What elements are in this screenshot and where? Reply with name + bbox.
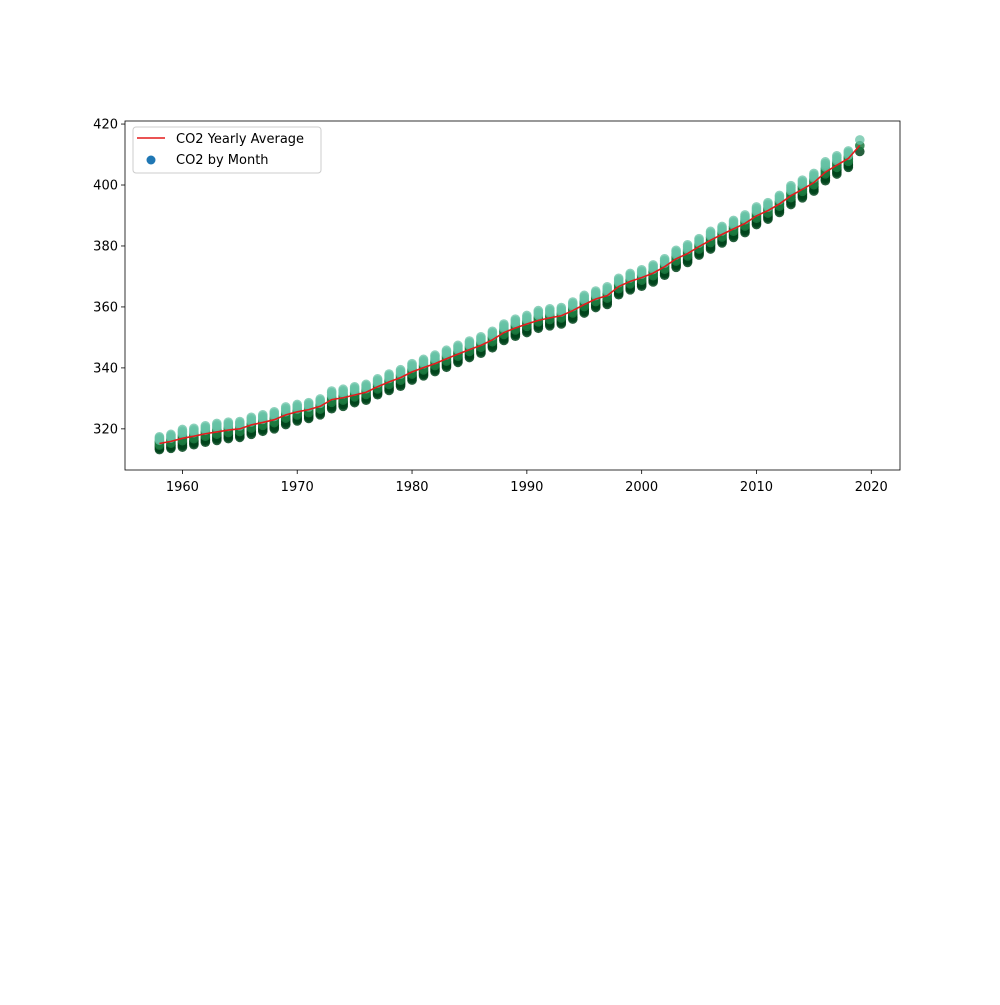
y-tick-label: 380 (93, 239, 118, 254)
month-point (682, 239, 693, 250)
legend-label-average: CO2 Yearly Average (176, 132, 304, 147)
month-point (786, 180, 796, 191)
month-point (476, 332, 486, 342)
month-point (590, 286, 601, 296)
month-point (556, 302, 567, 313)
month-point (602, 282, 613, 292)
month-point (338, 384, 348, 395)
month-point (740, 210, 750, 220)
month-point (797, 175, 808, 185)
month-point (395, 364, 406, 375)
month-point (579, 290, 590, 301)
x-tick-label: 2020 (855, 480, 888, 495)
month-point (418, 354, 429, 365)
legend-label-month: CO2 by Month (176, 153, 269, 168)
x-tick-label: 2010 (740, 480, 773, 495)
month-point (315, 394, 325, 404)
legend-box (132, 126, 322, 174)
yearly-average-line (159, 144, 861, 445)
month-point (200, 421, 211, 431)
month-point (832, 150, 842, 161)
month-point (510, 314, 521, 324)
y-tick-label: 320 (93, 422, 118, 437)
legend-marker-swatch (146, 155, 156, 165)
month-point (843, 146, 854, 156)
month-point (648, 260, 658, 270)
month-point (257, 410, 268, 420)
month-point (763, 197, 773, 208)
month-point (567, 297, 578, 307)
month-point (212, 418, 222, 429)
month-point (694, 233, 704, 244)
month-points-layer (154, 135, 865, 455)
x-tick-label: 2000 (625, 480, 658, 495)
month-point (246, 412, 257, 423)
month-point (189, 423, 199, 434)
y-tick-label: 400 (93, 179, 118, 194)
month-point (361, 379, 371, 390)
month-point (407, 358, 417, 369)
x-tick-label: 1960 (166, 480, 199, 495)
month-point (728, 215, 739, 226)
month-point (166, 429, 176, 440)
y-tick-label: 360 (93, 300, 118, 315)
month-point (269, 406, 280, 417)
month-point (522, 310, 532, 321)
month-point (659, 253, 670, 264)
month-point (223, 417, 234, 427)
month-point (545, 303, 555, 314)
month-point (751, 202, 762, 212)
month-point (349, 381, 360, 392)
month-point (292, 399, 303, 410)
month-point (487, 326, 498, 337)
month-point (613, 273, 624, 284)
month-point (384, 369, 394, 379)
month-point (441, 345, 452, 356)
month-point (430, 350, 440, 360)
month-point (154, 431, 165, 442)
month-point (855, 135, 865, 145)
month-point (372, 374, 383, 384)
month-point (280, 402, 291, 412)
y-tick-label: 420 (93, 118, 118, 133)
x-tick-label: 1980 (395, 480, 428, 495)
y-tick-label: 340 (93, 361, 118, 376)
month-point (303, 397, 314, 408)
month-point (774, 190, 785, 201)
month-point (499, 319, 509, 329)
month-point (705, 226, 716, 237)
month-point (636, 264, 647, 275)
x-tick-label: 1970 (281, 480, 314, 495)
month-point (177, 424, 188, 435)
axes: 1960 1970 1980 1990 2000 2010 2020 320 340 360 380… (93, 118, 901, 495)
month-point (820, 157, 831, 167)
month-point (809, 168, 819, 179)
month-point (717, 221, 727, 232)
month-point (235, 416, 245, 427)
month-point (671, 245, 681, 256)
x-tick-label: 1990 (510, 480, 543, 495)
month-point (625, 268, 635, 279)
month-point (533, 305, 544, 316)
month-point (326, 386, 337, 396)
plot-frame (124, 120, 901, 471)
month-point (453, 340, 463, 351)
month-point (464, 336, 475, 346)
legend: CO2 Yearly Average CO2 by Month (132, 126, 322, 174)
yearly-average-layer (159, 144, 861, 445)
